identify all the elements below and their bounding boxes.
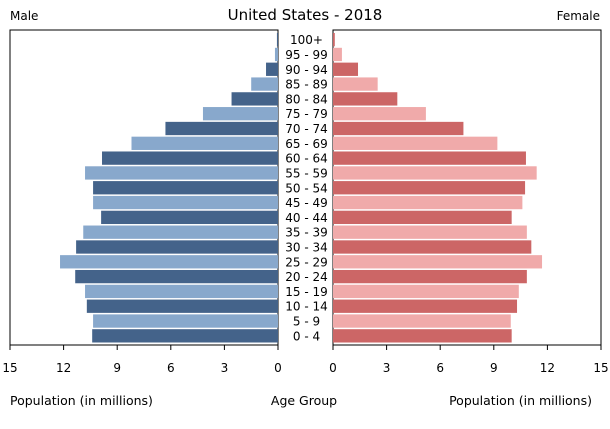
age-group-label: 25 - 29	[285, 255, 328, 269]
female-bar-18	[333, 299, 518, 313]
male-bar-0	[276, 33, 278, 47]
female-bar-15	[333, 255, 543, 269]
age-group-label: 60 - 64	[285, 152, 328, 166]
age-group-label: 70 - 74	[285, 122, 328, 136]
female-bar-20	[333, 329, 512, 343]
female-bar-16	[333, 269, 527, 284]
male-bar-6	[165, 121, 278, 136]
male-bar-13	[83, 225, 279, 239]
age-group-label: 75 - 79	[285, 107, 328, 121]
age-group-label: 0 - 4	[293, 329, 320, 343]
male-bar-17	[85, 284, 278, 299]
male-bar-7	[131, 136, 278, 150]
female-bar-7	[333, 136, 498, 150]
male-tick-label: 9	[113, 361, 121, 375]
male-bar-9	[85, 166, 278, 180]
age-group-label: 35 - 39	[285, 226, 328, 240]
male-bar-10	[93, 181, 278, 195]
male-tick-label: 6	[167, 361, 175, 375]
male-bar-1	[274, 47, 278, 62]
female-bar-11	[333, 195, 523, 210]
male-bar-2	[266, 62, 278, 76]
female-bar-9	[333, 166, 537, 180]
female-bar-5	[333, 107, 426, 121]
age-group-label: 15 - 19	[285, 285, 328, 299]
female-bar-2	[333, 62, 359, 76]
age-group-label: 10 - 14	[285, 300, 328, 314]
female-tick-label: 12	[540, 361, 555, 375]
female-tick-label: 6	[436, 361, 444, 375]
female-bar-14	[333, 240, 532, 254]
chart-title: United States - 2018	[228, 6, 383, 24]
female-bar-8	[333, 151, 526, 165]
male-label: Male	[10, 9, 38, 23]
age-group-label: 80 - 84	[285, 92, 328, 106]
age-group-label: 100+	[290, 33, 323, 47]
age-group-label: 30 - 34	[285, 240, 328, 254]
male-bar-11	[93, 195, 278, 210]
male-bar-20	[92, 329, 278, 343]
x-axis-label-center: Age Group	[271, 393, 337, 408]
age-group-label: 65 - 69	[285, 137, 328, 151]
male-tick-label: 12	[56, 361, 71, 375]
female-bar-17	[333, 284, 519, 299]
age-group-label: 20 - 24	[285, 270, 328, 284]
female-tick-label: 3	[383, 361, 391, 375]
age-group-label: 55 - 59	[285, 166, 328, 180]
male-bar-16	[75, 269, 278, 284]
male-bar-15	[60, 255, 278, 269]
x-axis-label-right: Population (in millions)	[449, 393, 592, 408]
x-axis-label-left: Population (in millions)	[10, 393, 153, 408]
age-group-label: 40 - 44	[285, 211, 328, 225]
age-group-label: 50 - 54	[285, 181, 328, 195]
female-tick-label: 0	[329, 361, 337, 375]
female-tick-label: 15	[593, 361, 608, 375]
female-bar-6	[333, 121, 464, 136]
male-tick-label: 15	[2, 361, 17, 375]
male-bar-18	[86, 299, 279, 313]
age-group-label: 85 - 89	[285, 78, 328, 92]
male-bar-12	[101, 210, 279, 225]
male-bar-19	[93, 314, 278, 328]
male-bar-3	[251, 77, 278, 91]
female-bar-1	[333, 47, 342, 62]
age-group-label: 95 - 99	[285, 48, 328, 62]
female-bar-13	[333, 225, 527, 239]
age-group-label: 90 - 94	[285, 63, 328, 77]
female-bar-19	[333, 314, 511, 328]
female-bar-10	[333, 181, 526, 195]
female-bar-12	[333, 210, 512, 225]
age-group-label: 45 - 49	[285, 196, 328, 210]
male-bar-5	[202, 107, 278, 121]
female-tick-label: 9	[490, 361, 498, 375]
female-bar-3	[333, 77, 378, 91]
age-group-label: 5 - 9	[293, 315, 320, 329]
male-tick-label: 0	[274, 361, 282, 375]
male-bar-8	[102, 151, 278, 165]
male-tick-label: 3	[221, 361, 229, 375]
male-bar-4	[231, 92, 278, 106]
female-label: Female	[557, 9, 600, 23]
female-bar-4	[333, 92, 398, 106]
female-bar-0	[333, 33, 335, 47]
male-bar-14	[76, 240, 279, 254]
